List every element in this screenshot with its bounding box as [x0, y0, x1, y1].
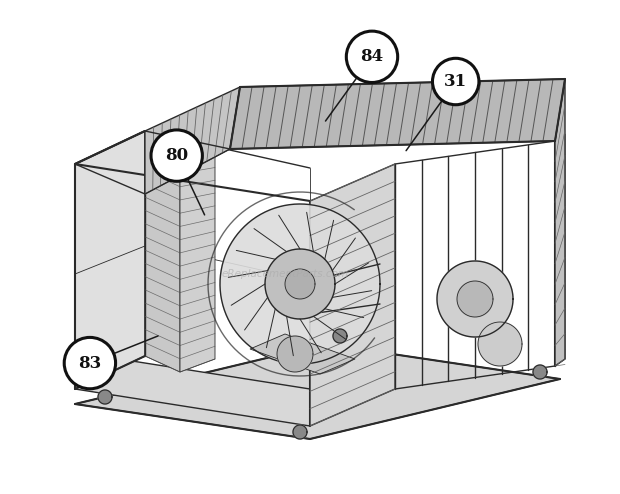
Circle shape	[151, 130, 202, 181]
Polygon shape	[437, 261, 513, 337]
Circle shape	[64, 337, 115, 389]
Text: 83: 83	[78, 355, 102, 371]
Text: eReplacementParts.com: eReplacementParts.com	[221, 269, 349, 279]
Polygon shape	[220, 204, 380, 364]
Polygon shape	[555, 79, 565, 366]
Polygon shape	[293, 425, 307, 439]
Text: 84: 84	[360, 48, 384, 65]
Polygon shape	[230, 79, 565, 149]
Text: 31: 31	[444, 73, 467, 90]
Polygon shape	[75, 352, 310, 426]
Circle shape	[347, 31, 397, 82]
Polygon shape	[180, 142, 215, 372]
Polygon shape	[277, 336, 313, 372]
Polygon shape	[310, 164, 395, 426]
Polygon shape	[457, 281, 493, 317]
Polygon shape	[265, 249, 335, 319]
Text: 80: 80	[165, 147, 188, 164]
Polygon shape	[145, 131, 180, 372]
Polygon shape	[145, 87, 240, 194]
Polygon shape	[478, 322, 522, 366]
Polygon shape	[98, 390, 112, 404]
Circle shape	[433, 58, 479, 105]
Polygon shape	[285, 269, 315, 299]
Polygon shape	[75, 131, 145, 389]
Polygon shape	[533, 365, 547, 379]
Polygon shape	[250, 334, 355, 374]
Polygon shape	[75, 344, 560, 439]
Polygon shape	[555, 134, 565, 366]
Polygon shape	[333, 329, 347, 343]
